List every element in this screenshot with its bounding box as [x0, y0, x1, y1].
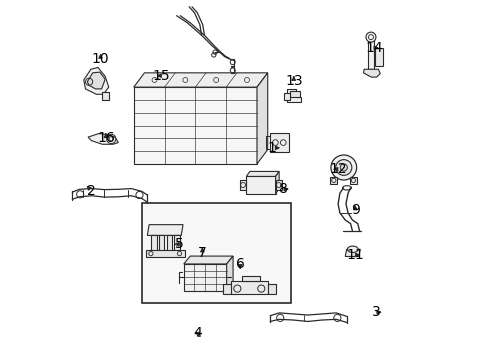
- Polygon shape: [345, 249, 360, 256]
- Ellipse shape: [346, 246, 357, 252]
- Text: 15: 15: [152, 69, 170, 83]
- Polygon shape: [363, 69, 380, 77]
- Text: 6: 6: [235, 257, 244, 271]
- Text: 1: 1: [267, 141, 276, 155]
- Polygon shape: [87, 72, 105, 89]
- Text: 4: 4: [193, 326, 202, 340]
- Polygon shape: [226, 256, 233, 291]
- Text: 5: 5: [175, 237, 183, 251]
- Polygon shape: [246, 171, 279, 176]
- Polygon shape: [268, 284, 276, 294]
- Text: 13: 13: [285, 74, 302, 88]
- Polygon shape: [275, 171, 279, 194]
- Polygon shape: [134, 87, 257, 164]
- Text: 3: 3: [371, 305, 380, 319]
- Polygon shape: [283, 93, 289, 100]
- Text: 7: 7: [198, 246, 206, 260]
- Polygon shape: [257, 73, 267, 164]
- Text: 12: 12: [328, 162, 346, 176]
- Text: 8: 8: [279, 182, 287, 196]
- Polygon shape: [286, 89, 300, 102]
- Polygon shape: [174, 235, 180, 251]
- Ellipse shape: [330, 155, 356, 180]
- Polygon shape: [240, 180, 246, 190]
- Polygon shape: [290, 91, 300, 97]
- Text: 11: 11: [346, 248, 364, 262]
- Ellipse shape: [340, 164, 346, 171]
- Polygon shape: [151, 235, 156, 251]
- Ellipse shape: [335, 159, 351, 175]
- Polygon shape: [102, 93, 108, 100]
- Polygon shape: [183, 256, 233, 264]
- Polygon shape: [241, 276, 259, 282]
- Text: 16: 16: [97, 131, 115, 145]
- Polygon shape: [223, 284, 230, 294]
- Text: 9: 9: [350, 203, 359, 217]
- Polygon shape: [349, 177, 356, 184]
- Polygon shape: [183, 264, 226, 291]
- Polygon shape: [159, 235, 164, 251]
- Polygon shape: [134, 73, 267, 87]
- Polygon shape: [246, 176, 275, 194]
- Polygon shape: [275, 180, 282, 190]
- Circle shape: [365, 32, 375, 42]
- Polygon shape: [83, 67, 108, 94]
- Text: 2: 2: [87, 184, 96, 198]
- Polygon shape: [374, 48, 382, 66]
- Polygon shape: [329, 177, 337, 184]
- Bar: [142, 203, 290, 303]
- Polygon shape: [269, 133, 288, 152]
- Text: 10: 10: [92, 51, 109, 66]
- Polygon shape: [147, 225, 183, 235]
- Polygon shape: [88, 134, 118, 144]
- Polygon shape: [145, 250, 184, 257]
- Text: 14: 14: [364, 41, 382, 55]
- Polygon shape: [166, 235, 172, 251]
- Bar: [142, 203, 290, 303]
- Polygon shape: [230, 282, 268, 294]
- Polygon shape: [367, 39, 373, 69]
